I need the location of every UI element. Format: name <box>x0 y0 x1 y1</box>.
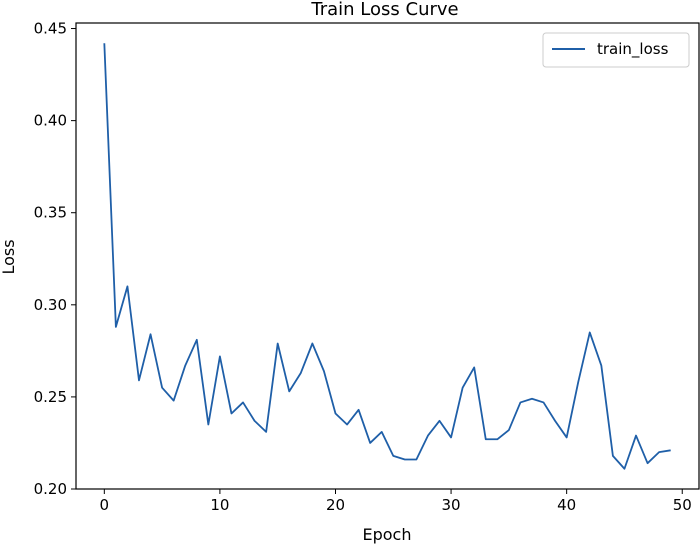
axes-frame <box>75 22 700 490</box>
legend-box <box>542 32 690 68</box>
y-tick-label: 0.20 <box>34 480 67 498</box>
series-line-0 <box>103 43 671 470</box>
chart-title: Train Loss Curve <box>310 0 458 20</box>
y-tick-label: 0.40 <box>34 112 67 130</box>
y-tick-label: 0.35 <box>34 204 67 222</box>
x-tick-label: 10 <box>210 496 229 514</box>
x-tick-label: 20 <box>326 496 345 514</box>
x-tick-label: 40 <box>557 496 576 514</box>
y-tick-label: 0.25 <box>34 388 67 406</box>
x-axis-label: Epoch <box>363 525 412 544</box>
x-tick-label: 50 <box>673 496 692 514</box>
y-axis-label: Loss <box>0 239 18 274</box>
legend: train_loss <box>542 32 690 68</box>
legend-label: train_loss <box>597 40 669 59</box>
x-tick-label: 30 <box>442 496 461 514</box>
x-tick-label: 0 <box>100 496 110 514</box>
tick-layer: 0 10 20 30 40 50 0.20 0.25 0.30 0.35 0.40 0.45 <box>34 20 692 514</box>
y-tick-label: 0.45 <box>34 20 67 38</box>
y-tick-label: 0.30 <box>34 296 67 314</box>
series-layer <box>103 43 671 470</box>
